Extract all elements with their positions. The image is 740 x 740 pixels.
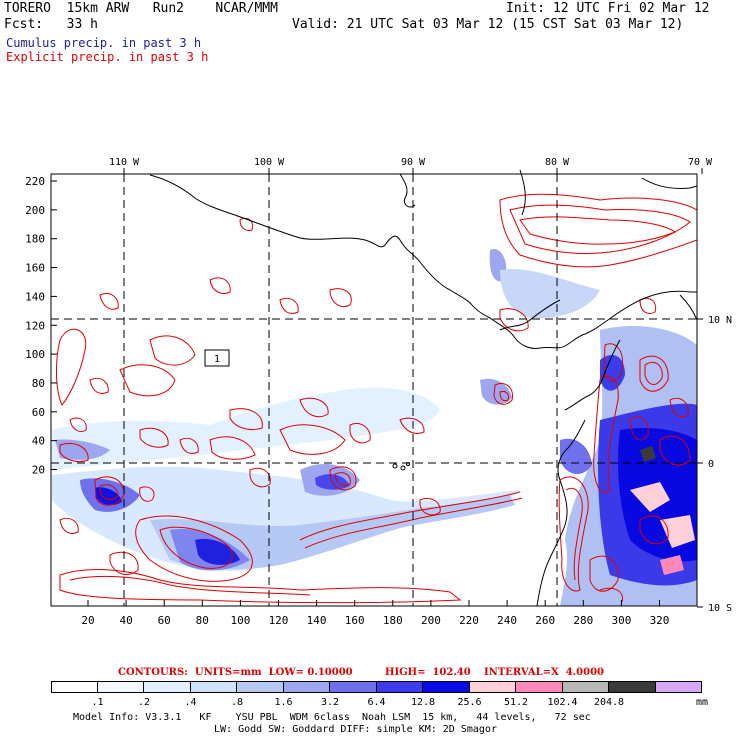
x-axis-labels: 20 40 60 80 100 120 140 160 180 200 220 240 260 280 30… — [81, 614, 669, 627]
x-tick-label: 120 — [269, 614, 289, 627]
y-tick-label: 100 — [25, 348, 45, 361]
colorbar-label: 12.8 — [410, 697, 436, 708]
y-tick-label: 40 — [32, 435, 45, 448]
x-tick-label: 320 — [650, 614, 670, 627]
colorbar-swatch — [609, 681, 656, 693]
y-tick-label: 140 — [25, 290, 45, 303]
x-tick-label: 180 — [383, 614, 403, 627]
y-axis-labels: 220 200 180 160 140 120 100 80 60 40 20 — [25, 175, 45, 477]
latitude-label: 0 — [708, 459, 714, 470]
colorbar-label: .8 — [230, 697, 244, 708]
init-time: Init: 12 UTC Fri 02 Mar 12 — [506, 1, 710, 16]
colorbar-label: 6.4 — [367, 697, 386, 708]
y-tick-label: 60 — [32, 406, 45, 419]
y-tick-label: 180 — [25, 233, 45, 246]
cumulus-precip-shading — [52, 249, 697, 606]
plot-frame — [50, 173, 698, 607]
x-tick-label: 280 — [573, 614, 593, 627]
x-tick-label: 100 — [230, 614, 250, 627]
x-tick-label: 300 — [611, 614, 631, 627]
colorbar-swatch — [97, 681, 144, 693]
longitude-labels: 110 W 100 W 90 W 80 W 70 W — [109, 157, 713, 168]
colorbar-label: 3.2 — [320, 697, 340, 708]
colorbar-label: .2 — [137, 697, 151, 708]
y-tick-label: 160 — [25, 262, 45, 275]
longitude-label: 90 W — [401, 157, 426, 168]
contour-label-box — [204, 349, 230, 367]
colorbar-swatch — [144, 681, 191, 693]
explicit-precip-contours — [55, 193, 697, 604]
colorbar-swatch — [190, 681, 237, 693]
y-tick-label: 120 — [25, 319, 45, 332]
x-tick-label: 160 — [345, 614, 365, 627]
x-tick-label: 220 — [459, 614, 479, 627]
colorbar-label: 102.4 — [547, 697, 578, 708]
colorbar-frame — [51, 681, 702, 693]
colorbar-swatch — [283, 681, 330, 693]
model-info: Model Info: V3.3.1 KF YSU PBL WDM 6class… — [73, 712, 591, 723]
y-tick-label: 80 — [32, 377, 45, 390]
longitude-label: 100 W — [254, 157, 285, 168]
x-tick-label: 140 — [307, 614, 327, 627]
colorbar-swatch — [469, 681, 516, 693]
y-tick-label: 220 — [25, 175, 45, 188]
colorbar-label: .4 — [184, 697, 197, 708]
x-tick-label: 200 — [421, 614, 441, 627]
x-tick-label: 20 — [81, 614, 94, 627]
y-tick-label: 20 — [32, 464, 45, 477]
legend-explicit: Explicit precip. in past 3 h — [6, 50, 209, 64]
model-physics: LW: Godd SW: Goddard DIFF: simple KM: 2D… — [214, 724, 497, 735]
colorbar-swatch — [330, 681, 377, 693]
latitude-label: 10 N — [708, 315, 732, 326]
colorbar-unit: mm — [696, 697, 709, 708]
colorbar-swatch — [376, 681, 423, 693]
x-tick-label: 260 — [535, 614, 555, 627]
longitude-label: 80 W — [545, 157, 570, 168]
latitude-label: 10 S — [708, 603, 732, 614]
forecast-hour: Fcst: 33 h — [4, 17, 98, 32]
contour-high: HIGH= 102.40 — [385, 667, 471, 678]
longitude-label: 70 W — [688, 157, 713, 168]
colorbar-swatch — [237, 681, 284, 693]
colorbar-swatch — [423, 681, 470, 693]
x-tick-label: 40 — [119, 614, 132, 627]
axis-ticks — [51, 168, 703, 608]
colorbar-label: 51.2 — [503, 697, 529, 708]
colorbar-swatch — [516, 681, 563, 693]
model-title: TORERO 15km ARW Run2 NCAR/MMM — [4, 1, 278, 16]
coastlines — [149, 169, 698, 607]
contour-label: 1 — [214, 354, 220, 365]
colorbar-label: 1.6 — [274, 697, 293, 708]
longitude-label: 110 W — [109, 157, 140, 168]
x-tick-label: 60 — [158, 614, 171, 627]
colorbar-label: .1 — [91, 697, 104, 708]
legend-cumulus: Cumulus precip. in past 3 h — [6, 36, 202, 50]
x-tick-label: 240 — [497, 614, 517, 627]
contour-units: CONTOURS: UNITS=mm LOW= 0.10000 — [118, 667, 353, 678]
lat-lon-grid — [51, 174, 697, 606]
colorbar-swatch — [51, 681, 98, 693]
colorbar-label: 25.6 — [457, 697, 482, 708]
latitude-labels: 10 N 0 10 S — [708, 315, 732, 614]
colorbar-label: 204.8 — [593, 697, 625, 708]
y-tick-label: 200 — [25, 204, 45, 217]
valid-time: Valid: 21 UTC Sat 03 Mar 12 (15 CST Sat … — [292, 17, 684, 32]
x-tick-label: 80 — [196, 614, 209, 627]
colorbar-swatch — [562, 681, 609, 693]
contour-interval: INTERVAL=X 4.0000 — [484, 667, 604, 678]
